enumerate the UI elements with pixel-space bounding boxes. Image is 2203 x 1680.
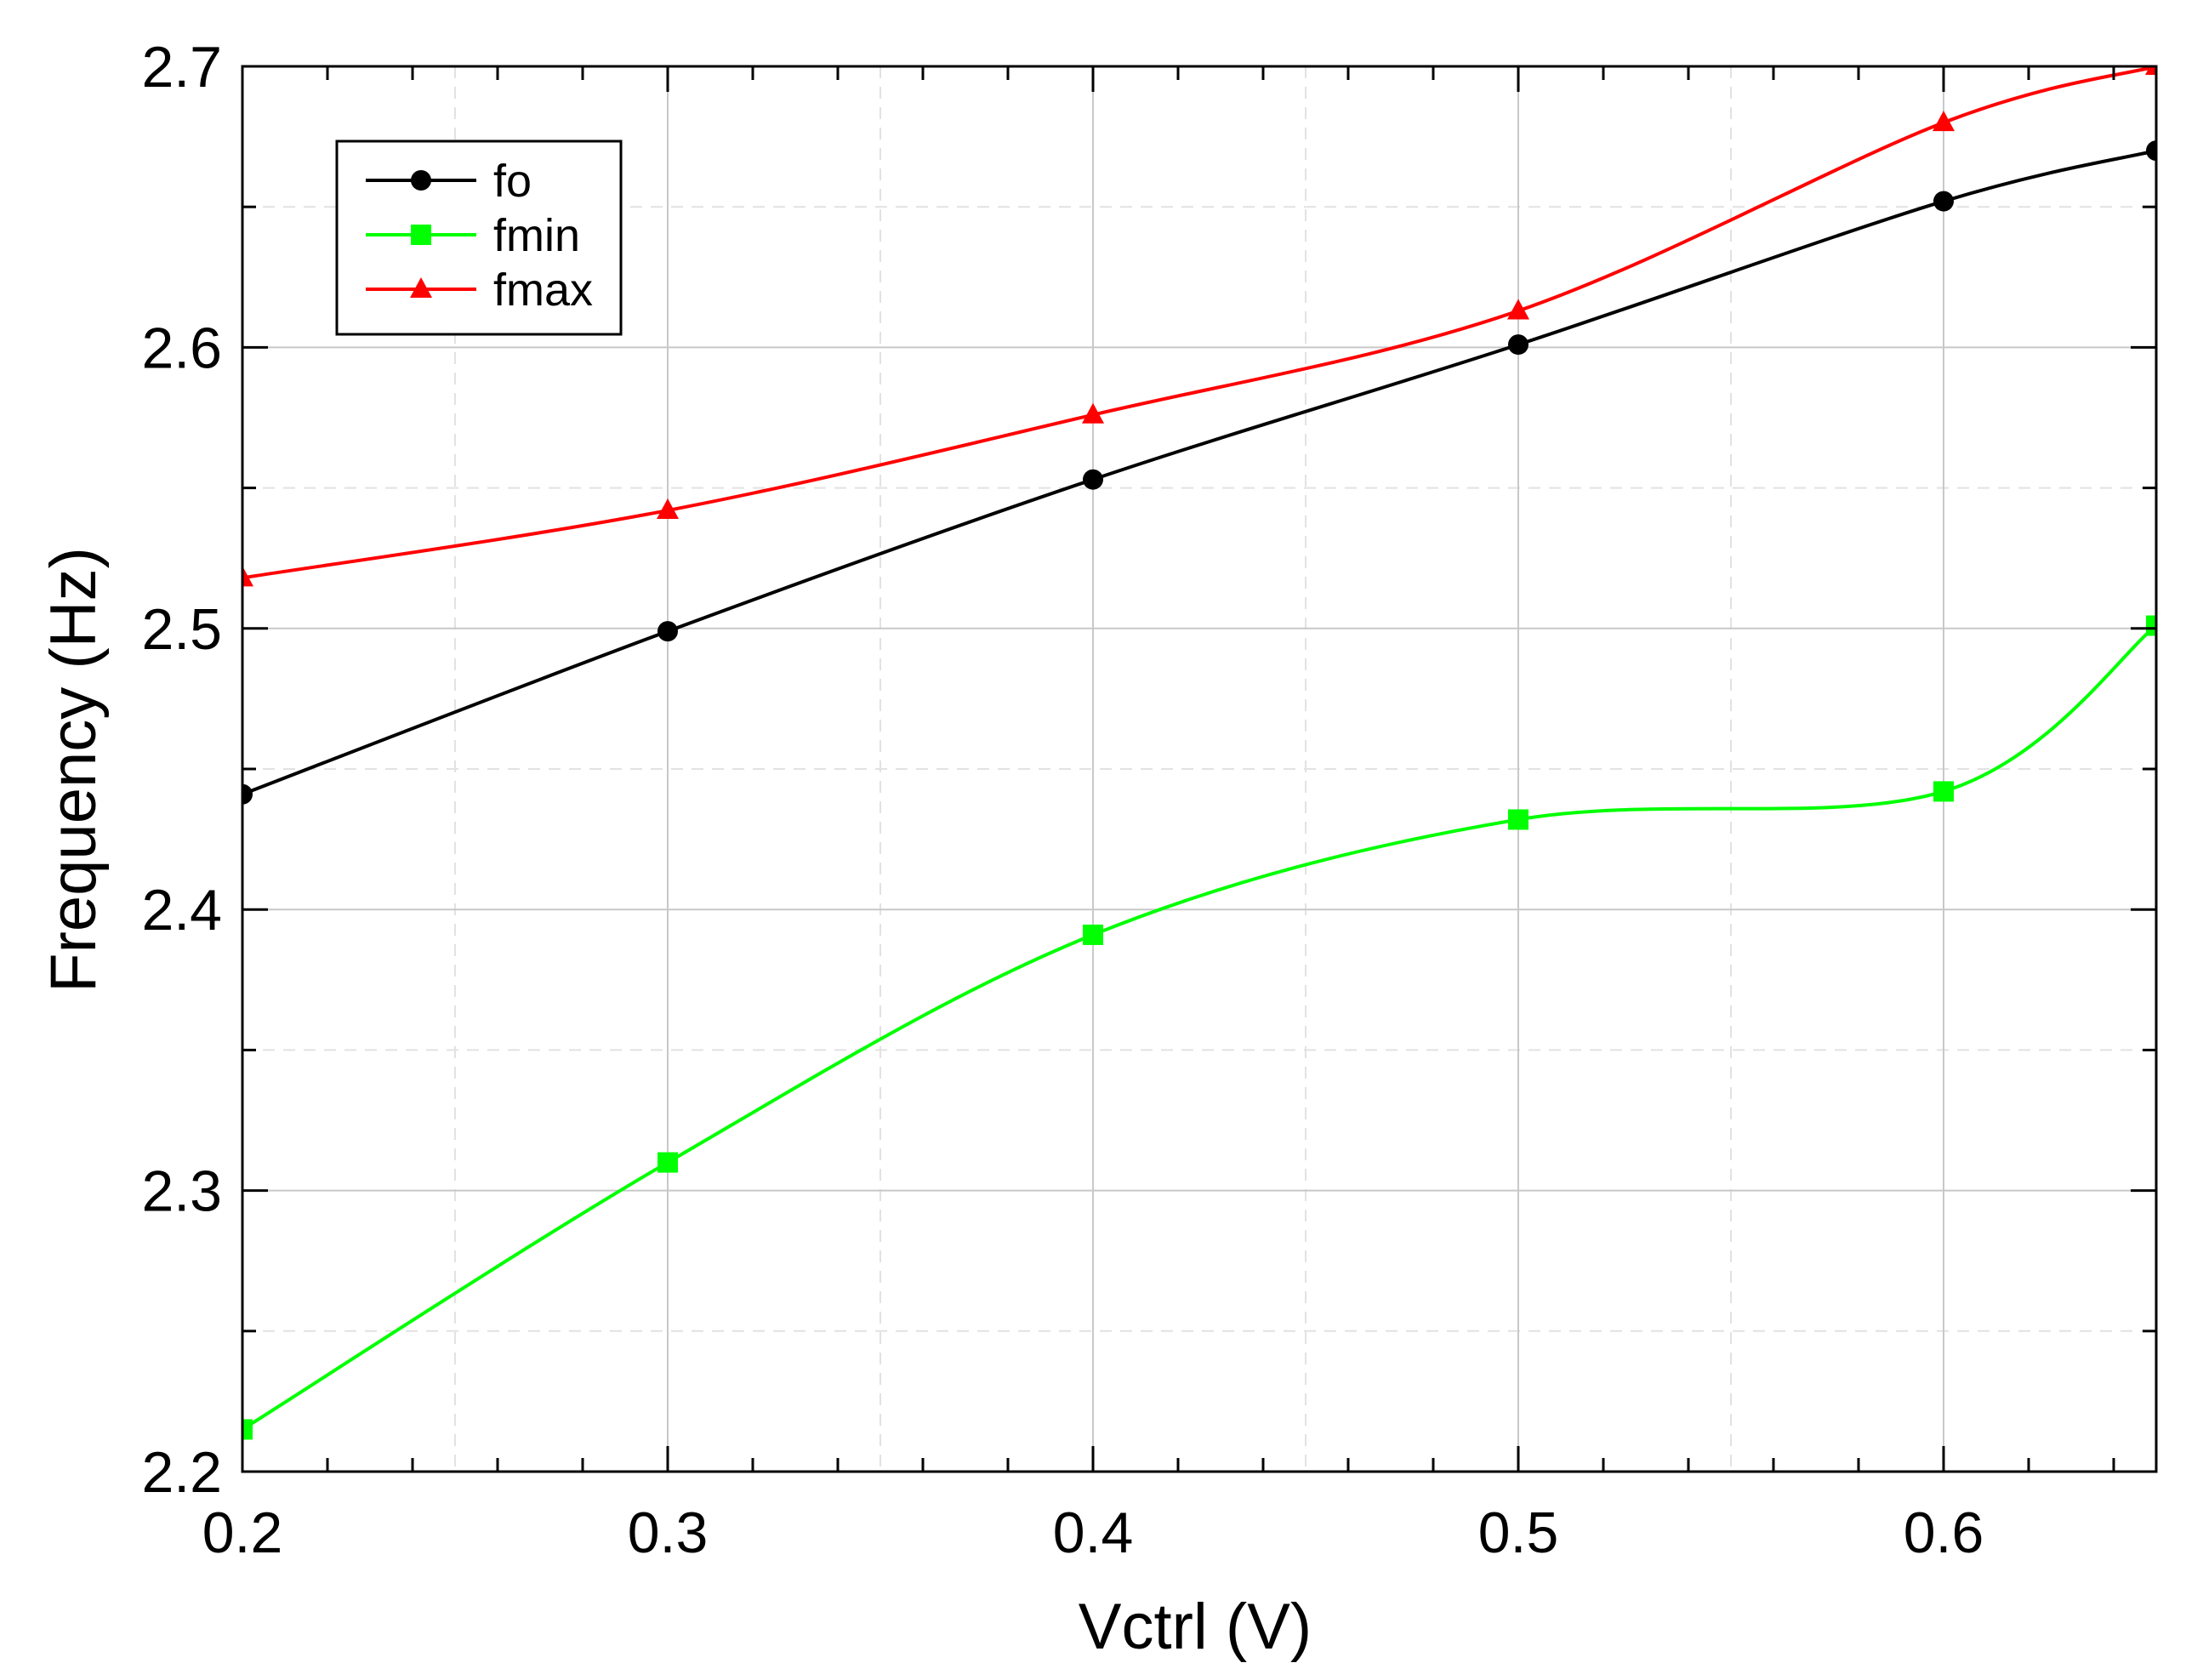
data-point-fmin <box>1933 781 1954 802</box>
y-axis-title: Frequency (Hz) <box>37 547 110 993</box>
x-tick-label: 0.3 <box>628 1501 709 1565</box>
series-fmax <box>242 66 2156 587</box>
data-point-fo <box>1083 469 1103 490</box>
series-fo <box>242 140 2156 805</box>
data-point-fmax <box>1082 402 1104 424</box>
data-point-fmin <box>1508 809 1528 830</box>
data-point-fo <box>2146 140 2156 162</box>
legend-label-fmax: fmax <box>493 265 593 316</box>
legend-item-fmin: fmin <box>366 210 580 261</box>
y-tick-label: 2.5 <box>141 597 222 662</box>
data-point-fmax <box>1933 111 1955 132</box>
data-point-fo <box>242 783 253 805</box>
x-tick-label: 0.6 <box>1904 1501 1984 1565</box>
legend-marker-fmin <box>411 225 431 245</box>
series-layer <box>242 66 2156 1440</box>
legend-item-fmax: fmax <box>366 265 593 316</box>
legend-label-fo: fo <box>493 156 532 207</box>
series-fmin <box>242 615 2156 1440</box>
legend-marker-fmax <box>410 277 432 298</box>
data-point-fo <box>1933 191 1954 212</box>
y-tick-label: 2.7 <box>141 35 222 100</box>
legend-label-fmin: fmin <box>493 210 580 261</box>
data-point-fmax <box>1507 299 1529 320</box>
x-tick-label: 0.2 <box>202 1501 283 1565</box>
legend-item-fo: fo <box>366 156 532 207</box>
data-point-fmin <box>242 1419 253 1440</box>
x-tick-labels: 0.2 0.3 0.4 0.5 0.6 <box>202 1501 1984 1565</box>
y-tick-labels: 2.2 2.3 2.4 2.5 2.6 2.7 <box>141 35 222 1505</box>
data-point-fmax <box>657 498 679 520</box>
y-tick-label: 2.2 <box>141 1440 222 1505</box>
data-point-fmin <box>1083 924 1103 945</box>
data-point-fmax <box>2145 66 2156 75</box>
x-axis-title: Vctrl (V) <box>1079 1591 1312 1663</box>
y-tick-label: 2.4 <box>141 878 222 943</box>
y-tick-label: 2.3 <box>141 1159 222 1224</box>
axis-ticks <box>241 65 2156 1473</box>
legend-box <box>335 140 623 336</box>
data-point-fo <box>657 621 678 642</box>
data-point-fo <box>1508 334 1528 356</box>
x-tick-label: 0.5 <box>1478 1501 1559 1565</box>
legend-marker-fo <box>411 170 431 191</box>
data-point-fmax <box>242 566 253 587</box>
x-tick-label: 0.4 <box>1053 1501 1134 1565</box>
data-point-fmin <box>2146 615 2156 636</box>
y-tick-label: 2.6 <box>141 316 222 380</box>
data-point-fmin <box>657 1152 678 1173</box>
series-line-fmin <box>242 624 2156 1432</box>
